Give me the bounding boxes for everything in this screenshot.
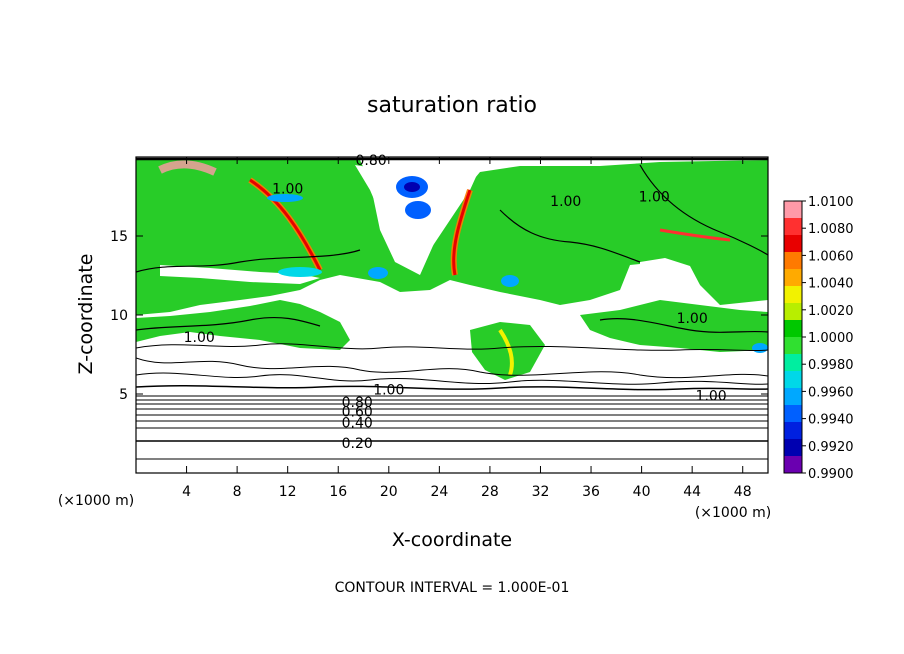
colorbar-swatch xyxy=(784,235,802,253)
contour-labels: 0.801.001.00 1.001.001.001.00 1.000.800.60… xyxy=(184,153,727,452)
contour-label: 1.00 xyxy=(639,190,670,206)
chart-title: saturation ratio xyxy=(367,93,537,118)
colorbar-swatch xyxy=(784,201,802,219)
supersaturation-edge-6 xyxy=(659,228,731,242)
y-tick-label: 5 xyxy=(119,387,128,403)
blue-cell-4 xyxy=(501,275,519,287)
colorbar-label: 0.9980 xyxy=(808,358,854,373)
blue-cell-3 xyxy=(368,267,388,279)
contour-1-00-mid xyxy=(136,316,321,331)
colorbar-label: 1.0040 xyxy=(808,277,854,292)
contour-layer-3 xyxy=(136,372,768,385)
colorbar-swatch xyxy=(784,388,802,406)
x-tick-label: 24 xyxy=(430,484,448,500)
contour-1-00-mid-right xyxy=(599,318,768,333)
contour-1-00-top-right xyxy=(639,164,768,256)
supersaturation-edge-4 xyxy=(452,189,472,276)
x-tick-label: 4 xyxy=(182,484,191,500)
contour-1-00-low xyxy=(136,384,768,391)
x-tick-label: 28 xyxy=(481,484,499,500)
supersaturation-edge-5 xyxy=(158,160,217,176)
blue-cell-7 xyxy=(752,343,768,353)
contour-label: 0.40 xyxy=(342,415,373,431)
colorbar-label: 1.0100 xyxy=(808,195,854,210)
colorbar-swatch xyxy=(784,405,802,423)
stable-layer-contours xyxy=(136,395,768,460)
colorbar-swatch xyxy=(784,218,802,236)
contour-label: 1.00 xyxy=(373,382,404,398)
contour-label: 1.00 xyxy=(184,330,215,346)
colorbar-swatch xyxy=(784,252,802,270)
x-axis-unit-right: (×1000 m) xyxy=(695,505,771,521)
contour-1-00-upper xyxy=(136,249,361,273)
colorbar-swatch xyxy=(784,337,802,355)
contour-label: 1.00 xyxy=(550,194,581,210)
green-region-lower-left xyxy=(136,300,350,350)
x-tick-label: 48 xyxy=(734,484,752,500)
x-tick-label: 40 xyxy=(633,484,651,500)
contour-layer-2 xyxy=(136,357,768,379)
green-region-center xyxy=(470,322,545,380)
x-tick-label: 16 xyxy=(329,484,347,500)
green-region-lower-right xyxy=(580,300,768,352)
x-tick-label: 44 xyxy=(683,484,701,500)
x-tick-label: 32 xyxy=(532,484,550,500)
x-axis-label: X-coordinate xyxy=(392,529,512,551)
colorbar-swatch xyxy=(784,303,802,321)
white-band-left xyxy=(160,265,320,284)
colorbar-swatch xyxy=(784,456,802,474)
contour-label: 0.80 xyxy=(356,153,387,169)
colorbar-swatch xyxy=(784,354,802,372)
contour-label: 0.60 xyxy=(342,404,373,420)
x-axis: 4 8 12 16 20 24 28 32 36 40 44 48 xyxy=(182,157,752,500)
colorbar-label: 0.9940 xyxy=(808,413,854,428)
colorbar-label: 0.9900 xyxy=(808,467,854,482)
contour-label: 1.00 xyxy=(696,389,727,405)
colorbar-label: 1.0020 xyxy=(808,304,854,319)
colorbar-swatch xyxy=(784,286,802,304)
x-tick-label: 36 xyxy=(582,484,600,500)
colorbar-swatch xyxy=(784,439,802,457)
white-gap-right xyxy=(640,258,700,295)
y-axis-label: Z-coordinate xyxy=(75,254,97,375)
contour-interval-note: CONTOUR INTERVAL = 1.000E-01 xyxy=(335,580,570,596)
contour-label: 1.00 xyxy=(677,311,708,327)
contour-label: 0.20 xyxy=(342,436,373,452)
blue-cell-1-core xyxy=(404,182,420,192)
colorbar-swatch xyxy=(784,269,802,287)
colorbar-label: 1.0000 xyxy=(808,331,854,346)
supersaturation-edge-7 xyxy=(498,328,514,376)
colorbar: 1.0100 1.0080 1.0060 1.0040 1.0020 1.0000 0.99… xyxy=(783,195,854,482)
y-axis: 5 10 15 xyxy=(110,229,768,403)
contour-layer-1 xyxy=(136,343,768,352)
y-tick-label: 15 xyxy=(110,229,128,245)
colorbar-label: 1.0080 xyxy=(808,222,854,237)
supersaturation-edge-2 xyxy=(249,178,322,271)
x-tick-label: 20 xyxy=(380,484,398,500)
x-tick-label: 8 xyxy=(233,484,242,500)
blue-cell-5 xyxy=(278,267,322,277)
contour-label: 1.00 xyxy=(272,182,303,198)
colorbar-label: 0.9920 xyxy=(808,440,854,455)
blue-cell-2 xyxy=(405,201,431,219)
colorbar-swatch xyxy=(784,371,802,389)
colorbar-swatch xyxy=(784,320,802,338)
contour-label: 0.80 xyxy=(342,395,373,411)
y-tick-label: 10 xyxy=(110,308,128,324)
blue-cell-6 xyxy=(267,194,303,202)
contour-1-00-right xyxy=(499,209,641,263)
colorbar-swatch xyxy=(784,422,802,440)
x-tick-label: 12 xyxy=(279,484,297,500)
colorbar-label: 0.9960 xyxy=(808,385,854,400)
colorbar-label: 1.0060 xyxy=(808,249,854,264)
x-axis-unit-left: (×1000 m) xyxy=(58,493,134,509)
plot-area: 0.801.001.00 1.001.001.001.00 1.000.800.60… xyxy=(135,153,769,474)
